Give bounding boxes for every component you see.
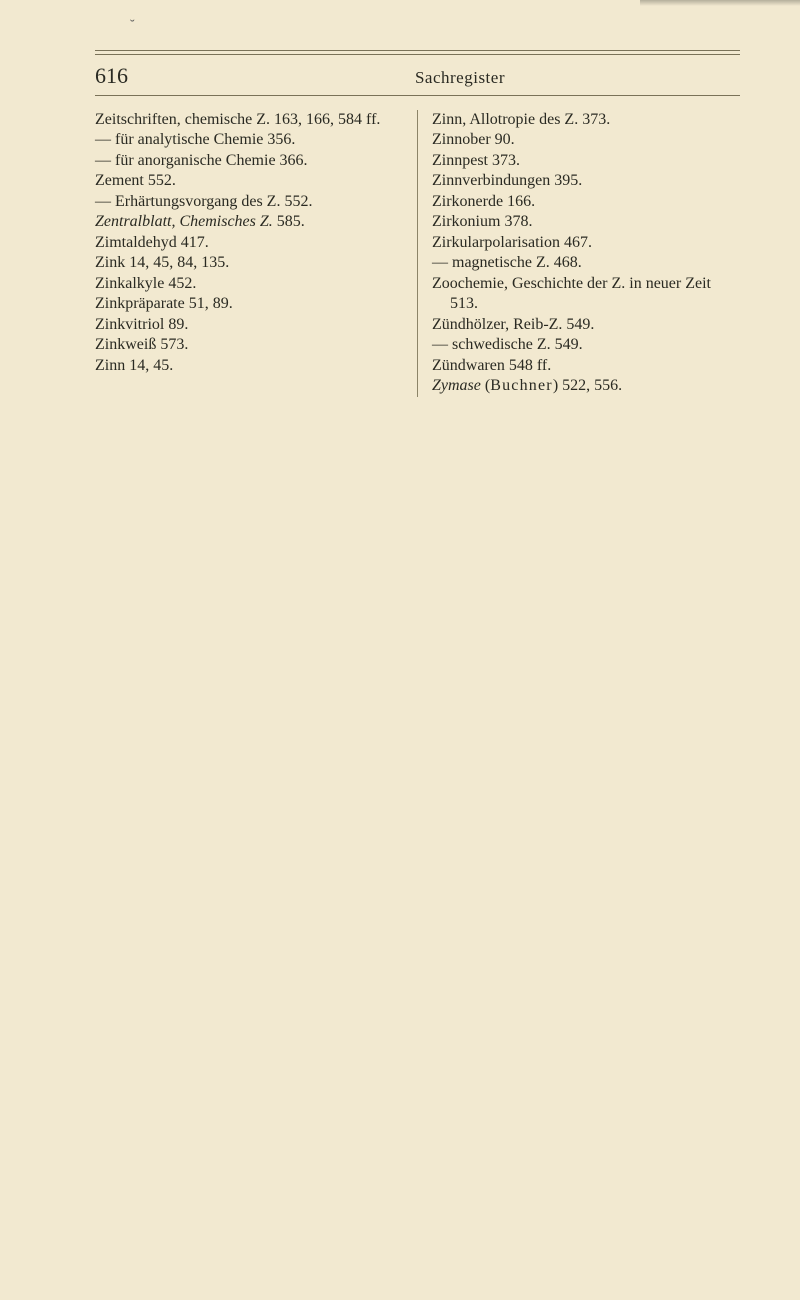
index-entry: Zoochemie, Geschichte der Z. in neuer Ze… xyxy=(432,274,740,315)
index-entry: Zirkonerde 166. xyxy=(432,192,740,212)
index-entry: — schwedische Z. 549. xyxy=(432,335,740,355)
index-entry: Zimtaldehyd 417. xyxy=(95,233,403,253)
index-entry: Zirkonium 378. xyxy=(432,212,740,232)
index-entry: Zinn, Allotropie des Z. 373. xyxy=(432,110,740,130)
index-entry: Zink 14, 45, 84, 135. xyxy=(95,253,403,273)
column-right: Zinn, Allotropie des Z. 373.Zinnober 90.… xyxy=(418,110,740,397)
index-entry: Zinkvitriol 89. xyxy=(95,315,403,335)
index-entry: — für analytische Chemie 356. xyxy=(95,130,403,150)
index-columns: Zeitschriften, chemische Z. 163, 166, 58… xyxy=(95,110,740,397)
page-number: 616 xyxy=(95,63,128,89)
index-entry: Zirkularpolarisation 467. xyxy=(432,233,740,253)
index-entry: Zinnpest 373. xyxy=(432,151,740,171)
index-entry: — magnetische Z. 468. xyxy=(432,253,740,273)
index-entry: Zinkpräparate 51, 89. xyxy=(95,294,403,314)
index-entry: Zement 552. xyxy=(95,171,403,191)
index-entry: Zinkweiß 573. xyxy=(95,335,403,355)
index-entry: Zentralblatt, Chemisches Z. 585. xyxy=(95,212,403,232)
header-rule-top xyxy=(95,50,740,55)
index-entry: — Erhärtungsvorgang des Z. 552. xyxy=(95,192,403,212)
header-rule-bottom xyxy=(95,95,740,96)
index-entry: Zinkalkyle 452. xyxy=(95,274,403,294)
page: ˘ 616 Sachregister Zeitschriften, chemis… xyxy=(0,0,800,1300)
index-entry: Zymase (Buchner) 522, 556. xyxy=(432,376,740,396)
header-title: Sachregister xyxy=(415,68,505,88)
index-entry: Zündwaren 548 ff. xyxy=(432,356,740,376)
index-entry: Zinnober 90. xyxy=(432,130,740,150)
index-entry: Zinn 14, 45. xyxy=(95,356,403,376)
index-entry: Zündhölzer, Reib-Z. 549. xyxy=(432,315,740,335)
index-entry: — für anorganische Chemie 366. xyxy=(95,151,403,171)
page-edge-shadow xyxy=(640,0,800,6)
index-entry: Zinnverbindungen 395. xyxy=(432,171,740,191)
running-header: 616 Sachregister xyxy=(95,61,740,93)
column-left: Zeitschriften, chemische Z. 163, 166, 58… xyxy=(95,110,418,397)
stray-mark: ˘ xyxy=(130,18,135,34)
index-entry: Zeitschriften, chemische Z. 163, 166, 58… xyxy=(95,110,403,130)
